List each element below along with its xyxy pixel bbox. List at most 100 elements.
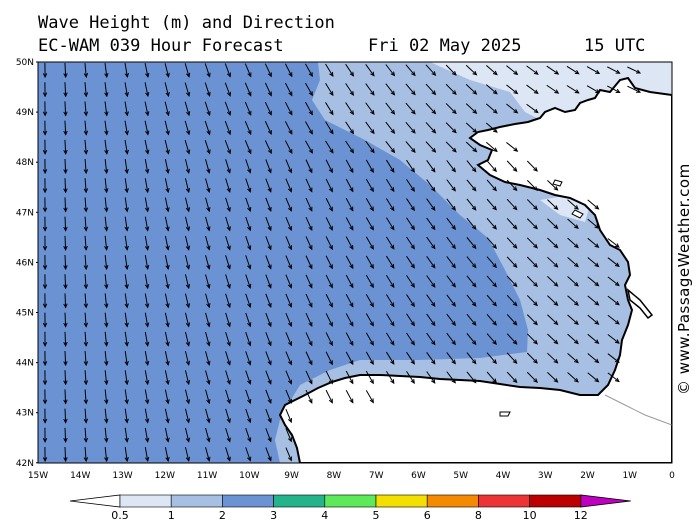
- wave-arrow: [83, 312, 89, 328]
- wave-arrow: [245, 447, 252, 462]
- wave-arrow: [184, 82, 191, 98]
- wave-arrow: [345, 332, 354, 346]
- wave-arrow: [245, 216, 252, 232]
- lon-label: 4W: [496, 471, 511, 481]
- wave-arrow: [466, 198, 477, 211]
- wave-arrow: [345, 102, 355, 116]
- wave-arrow: [486, 333, 497, 345]
- wave-arrow: [284, 82, 293, 97]
- wave-arrow: [365, 140, 375, 154]
- wave-arrow: [83, 120, 89, 136]
- wave-arrow: [526, 256, 538, 268]
- wave-arrow: [124, 331, 129, 347]
- wave-arrow: [124, 350, 129, 367]
- wave-arrow: [265, 274, 272, 289]
- wave-arrow: [285, 216, 293, 232]
- scale-swatch: [529, 494, 582, 508]
- wave-arrow: [225, 312, 231, 328]
- scale-label: 8: [475, 509, 482, 522]
- wave-arrow: [285, 312, 293, 328]
- wave-arrow: [184, 63, 191, 78]
- land-france: [278, 76, 672, 463]
- wave-arrow: [627, 85, 642, 93]
- wave-arrow: [365, 64, 375, 77]
- wave-arrow: [486, 275, 497, 288]
- wave-arrow: [63, 274, 68, 290]
- wave-arrow: [184, 274, 191, 290]
- wave-arrow: [325, 82, 334, 97]
- wave-arrow: [164, 351, 170, 366]
- wave-arrow: [104, 158, 109, 175]
- wave-arrow: [587, 257, 600, 268]
- wave-arrow: [547, 237, 559, 249]
- wave-arrow: [224, 82, 232, 97]
- wave-arrow: [63, 101, 68, 117]
- wave-arrow: [365, 294, 374, 308]
- wave-arrow: [425, 64, 437, 77]
- lat-label: 45N: [16, 309, 34, 319]
- wave-arrow: [104, 216, 109, 232]
- wave-arrow: [305, 102, 313, 116]
- wave-arrow: [63, 158, 68, 175]
- wave-arrow: [345, 313, 354, 327]
- wave-arrow: [83, 389, 89, 405]
- wave-arrow: [365, 332, 374, 346]
- wave-arrow: [265, 255, 272, 270]
- wave-arrow: [205, 389, 211, 405]
- wave-arrow: [63, 427, 68, 443]
- wave-arrow: [144, 139, 150, 155]
- wave-arrow: [265, 159, 272, 174]
- wave-arrow: [466, 160, 477, 173]
- wave-arrow: [405, 83, 416, 96]
- wave-arrow: [42, 408, 48, 424]
- wave-arrow: [325, 274, 333, 289]
- wave-arrow: [446, 313, 456, 327]
- wave-arrow: [124, 235, 129, 251]
- wave-arrow: [164, 255, 170, 270]
- wave-arrow: [465, 141, 478, 153]
- wave-arrow: [144, 120, 150, 136]
- lon-label: 7W: [369, 471, 384, 481]
- wave-arrow: [506, 198, 518, 211]
- wave-arrow: [164, 293, 170, 309]
- wave-arrow: [526, 84, 539, 95]
- wave-arrow: [265, 408, 272, 424]
- wave-arrow: [205, 255, 211, 270]
- scale-swatch: [478, 494, 530, 508]
- wave-arrow: [245, 428, 252, 443]
- wave-arrow: [244, 82, 252, 97]
- wave-arrow: [325, 255, 333, 270]
- scale-label: 0.5: [111, 509, 129, 522]
- wave-arrow: [485, 65, 498, 76]
- wave-arrow: [445, 103, 457, 115]
- lon-label: 11W: [197, 471, 217, 481]
- wave-arrow: [205, 331, 211, 347]
- wave-arrow: [104, 197, 109, 213]
- wave-arrow: [104, 350, 109, 367]
- wave-arrow: [205, 427, 211, 443]
- wave-arrow: [144, 389, 150, 405]
- wave-arrow: [606, 85, 621, 93]
- wave-arrow: [426, 332, 436, 346]
- wave-arrow: [365, 83, 375, 96]
- wave-arrow: [144, 255, 150, 271]
- wave-arrow: [83, 101, 89, 117]
- wave-arrow: [466, 217, 477, 230]
- wave-arrow: [426, 236, 436, 250]
- wave-arrow: [385, 140, 396, 154]
- wave-arrow: [144, 427, 150, 443]
- wave-arrow: [547, 256, 559, 268]
- wave-arrow: [83, 446, 89, 463]
- wave-arrow: [265, 447, 272, 462]
- wave-arrow: [325, 159, 333, 174]
- wave-arrow: [144, 447, 150, 463]
- wave-arrow: [42, 254, 48, 271]
- wave-arrow: [83, 216, 89, 232]
- wave-arrow: [466, 294, 477, 307]
- wave-arrow: [426, 371, 436, 384]
- wave-arrow: [104, 120, 109, 136]
- wave-arrow: [285, 428, 293, 443]
- wave-arrow: [567, 314, 579, 326]
- lon-label: 1W: [622, 471, 637, 481]
- wave-arrow: [184, 216, 191, 232]
